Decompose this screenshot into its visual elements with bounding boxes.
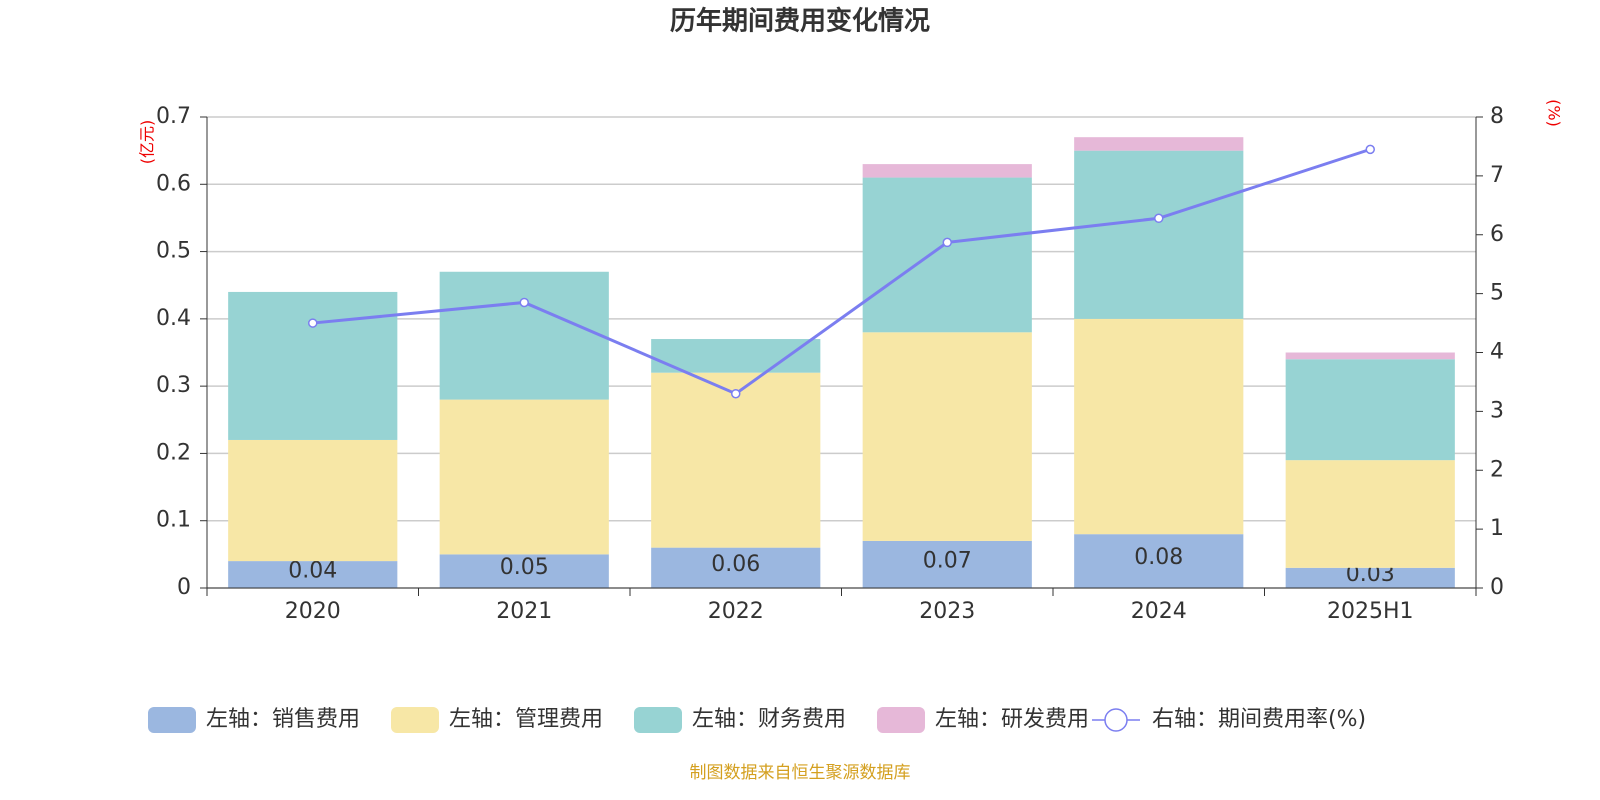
bar-segment xyxy=(1285,460,1455,568)
y2-tick-label: 6 xyxy=(1490,222,1504,247)
legend-swatch xyxy=(877,707,925,733)
legend-swatch xyxy=(634,707,682,733)
chart-title: 历年期间费用变化情况 xyxy=(670,6,930,37)
y-tick-label: 0.2 xyxy=(156,440,191,465)
x-tick-label: 2022 xyxy=(708,599,764,624)
bar-segment xyxy=(439,554,609,588)
bar-segment xyxy=(1074,318,1244,535)
y-tick-label: 0.3 xyxy=(156,373,191,398)
rate-point xyxy=(1154,213,1164,224)
bar-segment xyxy=(439,271,609,400)
rate-point xyxy=(519,297,529,308)
bar-segment xyxy=(862,332,1032,541)
value-label: 0.04 xyxy=(288,559,337,584)
x-tick-label: 2023 xyxy=(919,599,975,624)
value-label: 0.08 xyxy=(1134,545,1183,570)
legend-label: 左轴：财务费用 xyxy=(692,707,846,732)
rate-point xyxy=(308,318,318,328)
y2-tick-label: 4 xyxy=(1490,340,1504,365)
legend-swatch xyxy=(1104,708,1128,732)
y-tick-label: 0.4 xyxy=(156,306,191,331)
bar-segment xyxy=(651,372,821,548)
bar-segment xyxy=(1074,150,1244,319)
rate-point xyxy=(1365,144,1375,155)
y2-tick-label: 1 xyxy=(1490,516,1504,541)
y-axis-label: (亿元) xyxy=(138,120,157,165)
y-tick-label: 0.6 xyxy=(156,171,191,196)
y2-tick-label: 8 xyxy=(1490,104,1504,129)
y-tick-label: 0.1 xyxy=(156,508,191,533)
bar-segment xyxy=(651,547,821,588)
rate-point xyxy=(942,237,952,248)
bar-segment xyxy=(1285,352,1455,360)
y2-tick-label: 0 xyxy=(1490,575,1504,600)
y2-axis-label: (%) xyxy=(1545,99,1564,127)
value-label: 0.06 xyxy=(711,552,760,577)
x-tick-label: 2021 xyxy=(496,599,552,624)
bar-segment xyxy=(862,177,1032,333)
bar-segment xyxy=(1074,534,1244,588)
bar-segment xyxy=(1285,359,1455,461)
x-tick-label: 2025H1 xyxy=(1327,599,1414,624)
bar-segment xyxy=(439,399,609,555)
rate-line xyxy=(312,147,1371,396)
y-tick-label: 0.7 xyxy=(156,104,191,129)
value-label: 0.07 xyxy=(923,548,972,573)
source-note: 制图数据来自恒生聚源数据库 xyxy=(690,763,911,783)
legend-label: 右轴：期间费用率(%) xyxy=(1152,707,1366,732)
bar-segment xyxy=(862,164,1032,178)
y-tick-label: 0 xyxy=(177,575,191,600)
legend-swatch xyxy=(391,707,439,733)
y-tick-label: 0.5 xyxy=(156,239,191,264)
legend-label: 左轴：管理费用 xyxy=(449,707,603,732)
bar-segment xyxy=(228,291,398,440)
bar-segment xyxy=(1074,137,1244,151)
legend-label: 左轴：研发费用 xyxy=(935,707,1089,732)
y2-tick-label: 3 xyxy=(1490,398,1504,423)
bar-segment xyxy=(228,561,398,588)
bar-segment xyxy=(651,339,821,373)
y2-tick-label: 7 xyxy=(1490,163,1504,188)
legend-swatch xyxy=(148,707,196,733)
y2-tick-label: 5 xyxy=(1490,281,1504,306)
y2-tick-label: 2 xyxy=(1490,457,1504,482)
bar-segment xyxy=(862,540,1032,588)
legend-label: 左轴：销售费用 xyxy=(206,707,360,732)
x-tick-label: 2020 xyxy=(285,599,341,624)
rate-point xyxy=(731,388,741,399)
bar-segment xyxy=(228,439,398,562)
value-label: 0.05 xyxy=(500,555,549,580)
bar-segment xyxy=(1285,567,1455,588)
x-tick-label: 2024 xyxy=(1131,599,1187,624)
